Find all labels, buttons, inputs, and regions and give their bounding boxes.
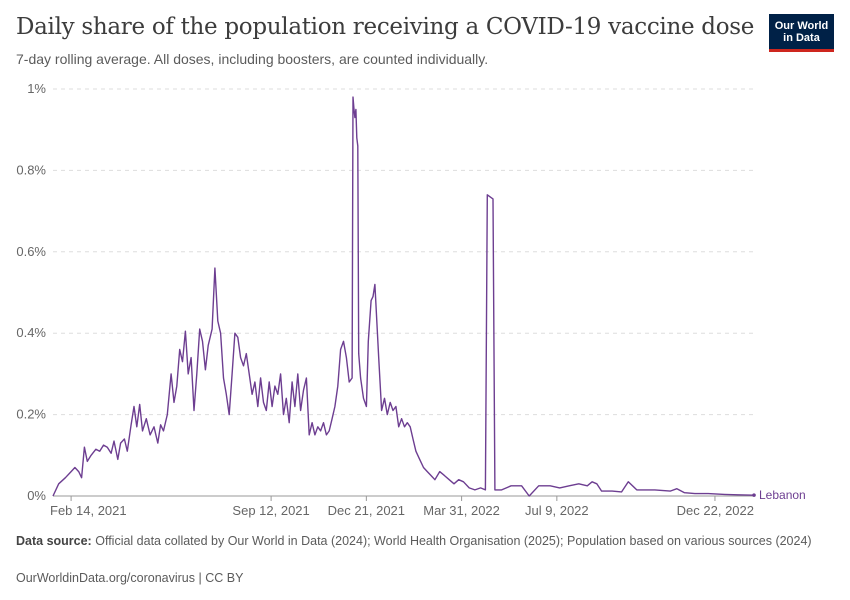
y-axis-ticks: 0% 0.2% 0.4% 0.6% 0.8% 1% (16, 81, 46, 503)
data-source-label: Data source: (16, 534, 92, 548)
owid-logo[interactable]: Our World in Data (769, 14, 834, 52)
series-layer: Lebanon (52, 96, 806, 502)
series-line-lebanon[interactable] (52, 96, 755, 497)
logo-line-2: in Data (783, 31, 820, 44)
series-label-lebanon[interactable]: Lebanon (759, 488, 806, 502)
chart-subtitle: 7-day rolling average. All doses, includ… (16, 51, 489, 67)
series-end-point (752, 493, 756, 497)
x-tick-label: Dec 21, 2021 (328, 503, 405, 518)
y-tick-label: 0.6% (16, 244, 46, 259)
y-tick-label: 0.2% (16, 407, 46, 422)
x-tick-label: Mar 31, 2022 (423, 503, 500, 518)
y-tick-label: 0% (27, 488, 46, 503)
chart-title: Daily share of the population receiving … (16, 14, 755, 40)
y-tick-label: 0.4% (16, 325, 46, 340)
x-tick-label: Dec 22, 2022 (677, 503, 754, 518)
data-source-text: Official data collated by Our World in D… (95, 534, 812, 548)
y-tick-label: 0.8% (16, 162, 46, 177)
data-source-note: Data source: Official data collated by O… (16, 534, 816, 549)
x-tick-label: Sep 12, 2021 (232, 503, 309, 518)
source-url[interactable]: OurWorldinData.org/coronavirus | CC BY (16, 571, 244, 585)
x-axis-ticks: Feb 14, 2021 Sep 12, 2021 Dec 21, 2021 Mar … (50, 496, 754, 518)
gridlines (53, 88, 754, 497)
logo-line-1: Our World (774, 19, 829, 32)
x-tick-label: Jul 9, 2022 (525, 503, 589, 518)
x-tick-label: Feb 14, 2021 (50, 503, 127, 518)
y-tick-label: 1% (27, 81, 46, 96)
